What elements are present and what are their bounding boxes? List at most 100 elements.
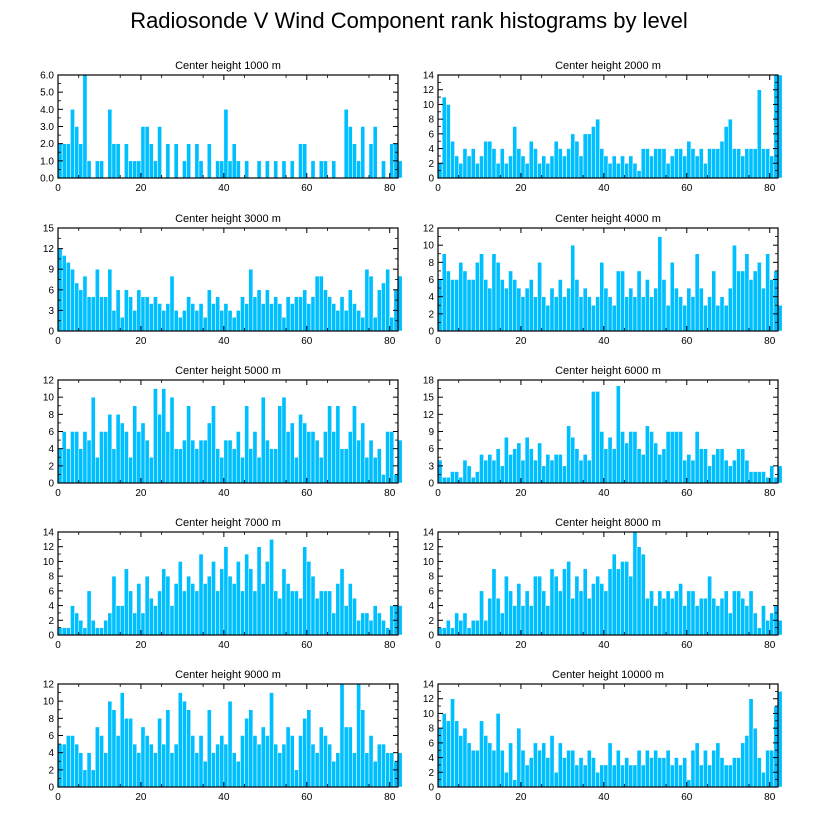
histogram-bar bbox=[182, 439, 187, 484]
figure-title: Radiosonde V Wind Component rank histogr… bbox=[130, 8, 688, 33]
histogram-bar bbox=[157, 414, 162, 484]
histogram-panel: Center height 4000 m 0 2 4 6 8 10 12 0 20 40 60 80 bbox=[423, 213, 783, 347]
histogram-bar bbox=[169, 605, 175, 636]
histogram-bar bbox=[703, 448, 708, 484]
y-tick-label: 4 bbox=[428, 292, 434, 303]
histogram-bar bbox=[323, 431, 328, 484]
histogram-bar bbox=[620, 270, 625, 332]
histogram-bar bbox=[520, 749, 526, 788]
histogram-bar bbox=[578, 459, 584, 484]
x-tick-label: 20 bbox=[515, 640, 527, 651]
histogram-bar bbox=[520, 605, 526, 636]
histogram-bar bbox=[765, 477, 770, 484]
histogram-bar bbox=[574, 764, 580, 788]
histogram-bar bbox=[661, 448, 667, 484]
histogram-bar bbox=[616, 385, 621, 484]
y-tick-label: 4 bbox=[48, 748, 54, 759]
histogram-bar bbox=[327, 296, 332, 332]
histogram-bar bbox=[466, 627, 472, 636]
histogram-bar bbox=[603, 764, 609, 788]
histogram-bar bbox=[562, 568, 567, 636]
histogram-bar bbox=[86, 752, 92, 788]
histogram-bar bbox=[244, 553, 249, 636]
histogram-bar bbox=[95, 268, 100, 332]
histogram-bar bbox=[148, 457, 154, 484]
histogram-bar bbox=[698, 287, 704, 332]
histogram-bar bbox=[381, 282, 386, 332]
histogram-bar bbox=[281, 396, 287, 484]
x-tick-label: 60 bbox=[301, 336, 313, 347]
histogram-bar bbox=[260, 303, 266, 332]
histogram-bar bbox=[528, 279, 534, 332]
histogram-bar bbox=[566, 287, 571, 332]
histogram-bar bbox=[470, 749, 476, 788]
histogram-bar bbox=[136, 289, 142, 332]
histogram-bar bbox=[331, 612, 337, 636]
x-tick-label: 80 bbox=[764, 336, 776, 347]
histogram-bar bbox=[140, 422, 146, 484]
histogram-bar bbox=[495, 597, 501, 636]
histogram-bar bbox=[591, 126, 596, 179]
histogram-bar bbox=[757, 89, 762, 179]
histogram-bar bbox=[335, 752, 341, 788]
histogram-bar bbox=[256, 289, 262, 332]
histogram-bar bbox=[153, 605, 158, 636]
histogram-bar bbox=[273, 296, 279, 332]
x-tick-label: 80 bbox=[384, 792, 396, 803]
histogram-bar bbox=[132, 160, 138, 179]
histogram-bar bbox=[466, 465, 472, 484]
histogram-bar bbox=[153, 296, 158, 332]
histogram-bar bbox=[458, 735, 464, 788]
histogram-bar bbox=[248, 709, 254, 788]
histogram-bar bbox=[545, 163, 551, 179]
histogram-bar bbox=[223, 109, 229, 179]
x-tick-label: 40 bbox=[598, 640, 610, 651]
histogram-bar bbox=[607, 436, 613, 484]
histogram-bar bbox=[707, 465, 712, 484]
histogram-bar bbox=[607, 163, 613, 179]
histogram-bar bbox=[512, 126, 518, 179]
histogram-bar bbox=[678, 764, 683, 788]
panel-title: Center height 1000 m bbox=[175, 60, 281, 72]
histogram-bar bbox=[450, 279, 455, 332]
histogram-bar bbox=[570, 244, 576, 332]
y-tick-label: 10 bbox=[43, 557, 55, 568]
histogram-bar bbox=[661, 279, 667, 332]
histogram-bar bbox=[528, 757, 534, 788]
histogram-bar bbox=[744, 459, 750, 484]
histogram-bar bbox=[516, 148, 522, 179]
histogram-bar bbox=[645, 148, 650, 179]
histogram-bar bbox=[352, 405, 357, 484]
histogram-bar bbox=[111, 310, 117, 332]
histogram-bar bbox=[475, 620, 480, 636]
histogram-bar bbox=[111, 448, 117, 484]
histogram-bar bbox=[740, 155, 746, 179]
histogram-bar bbox=[140, 126, 146, 179]
histogram-bar bbox=[557, 590, 563, 636]
histogram-bar bbox=[335, 583, 341, 636]
histogram-bar bbox=[533, 296, 538, 332]
histogram-bar bbox=[347, 126, 353, 179]
histogram-bar bbox=[99, 735, 104, 788]
histogram-bar bbox=[219, 568, 225, 636]
histogram-bar bbox=[115, 143, 121, 179]
histogram-bar bbox=[483, 620, 489, 636]
histogram-panel: Center height 2000 m 0 2 4 6 8 10 12 14 0 20 40 60 80 bbox=[423, 60, 783, 194]
histogram-bar bbox=[524, 436, 530, 484]
x-tick-label: 60 bbox=[681, 792, 693, 803]
histogram-bar bbox=[136, 752, 142, 788]
histogram-bar bbox=[483, 279, 489, 332]
y-tick-label: 2 bbox=[428, 159, 434, 170]
histogram-bar bbox=[128, 590, 133, 636]
histogram-panel: Center height 1000 m 0.0 1.0 2.0 3.0 4.0 5.0 6.… bbox=[40, 60, 403, 194]
histogram-bar bbox=[240, 735, 245, 788]
histogram-bar bbox=[86, 296, 92, 332]
y-tick-label: 0 bbox=[48, 631, 54, 642]
histogram-bar bbox=[165, 431, 171, 484]
histogram-bar bbox=[265, 289, 270, 332]
histogram-bar bbox=[686, 779, 692, 788]
histogram-bar bbox=[352, 752, 357, 788]
histogram-bar bbox=[557, 454, 563, 484]
histogram-bar bbox=[227, 160, 233, 179]
histogram-bar bbox=[198, 160, 204, 179]
